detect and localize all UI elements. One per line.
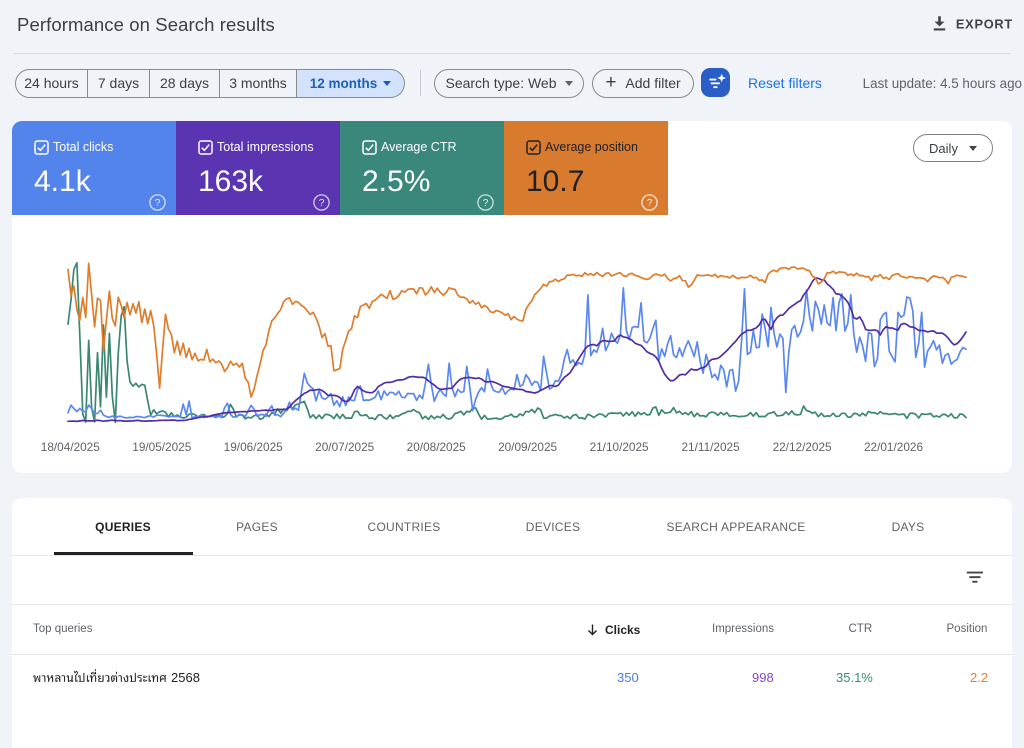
svg-text:?: ?	[318, 197, 324, 209]
svg-text:21/11/2025: 21/11/2025	[682, 440, 741, 454]
svg-text:?: ?	[154, 197, 160, 209]
svg-text:20/08/2025: 20/08/2025	[407, 440, 466, 454]
svg-text:19/06/2025: 19/06/2025	[224, 440, 283, 454]
svg-text:22/01/2026: 22/01/2026	[864, 440, 923, 454]
svg-text:19/05/2025: 19/05/2025	[132, 440, 191, 454]
svg-text:21/10/2025: 21/10/2025	[590, 440, 649, 454]
svg-text:?: ?	[646, 197, 652, 209]
svg-text:22/12/2025: 22/12/2025	[773, 440, 832, 454]
svg-text:?: ?	[482, 197, 488, 209]
svg-text:20/09/2025: 20/09/2025	[498, 440, 557, 454]
svg-text:18/04/2025: 18/04/2025	[41, 440, 100, 454]
svg-text:20/07/2025: 20/07/2025	[315, 440, 374, 454]
